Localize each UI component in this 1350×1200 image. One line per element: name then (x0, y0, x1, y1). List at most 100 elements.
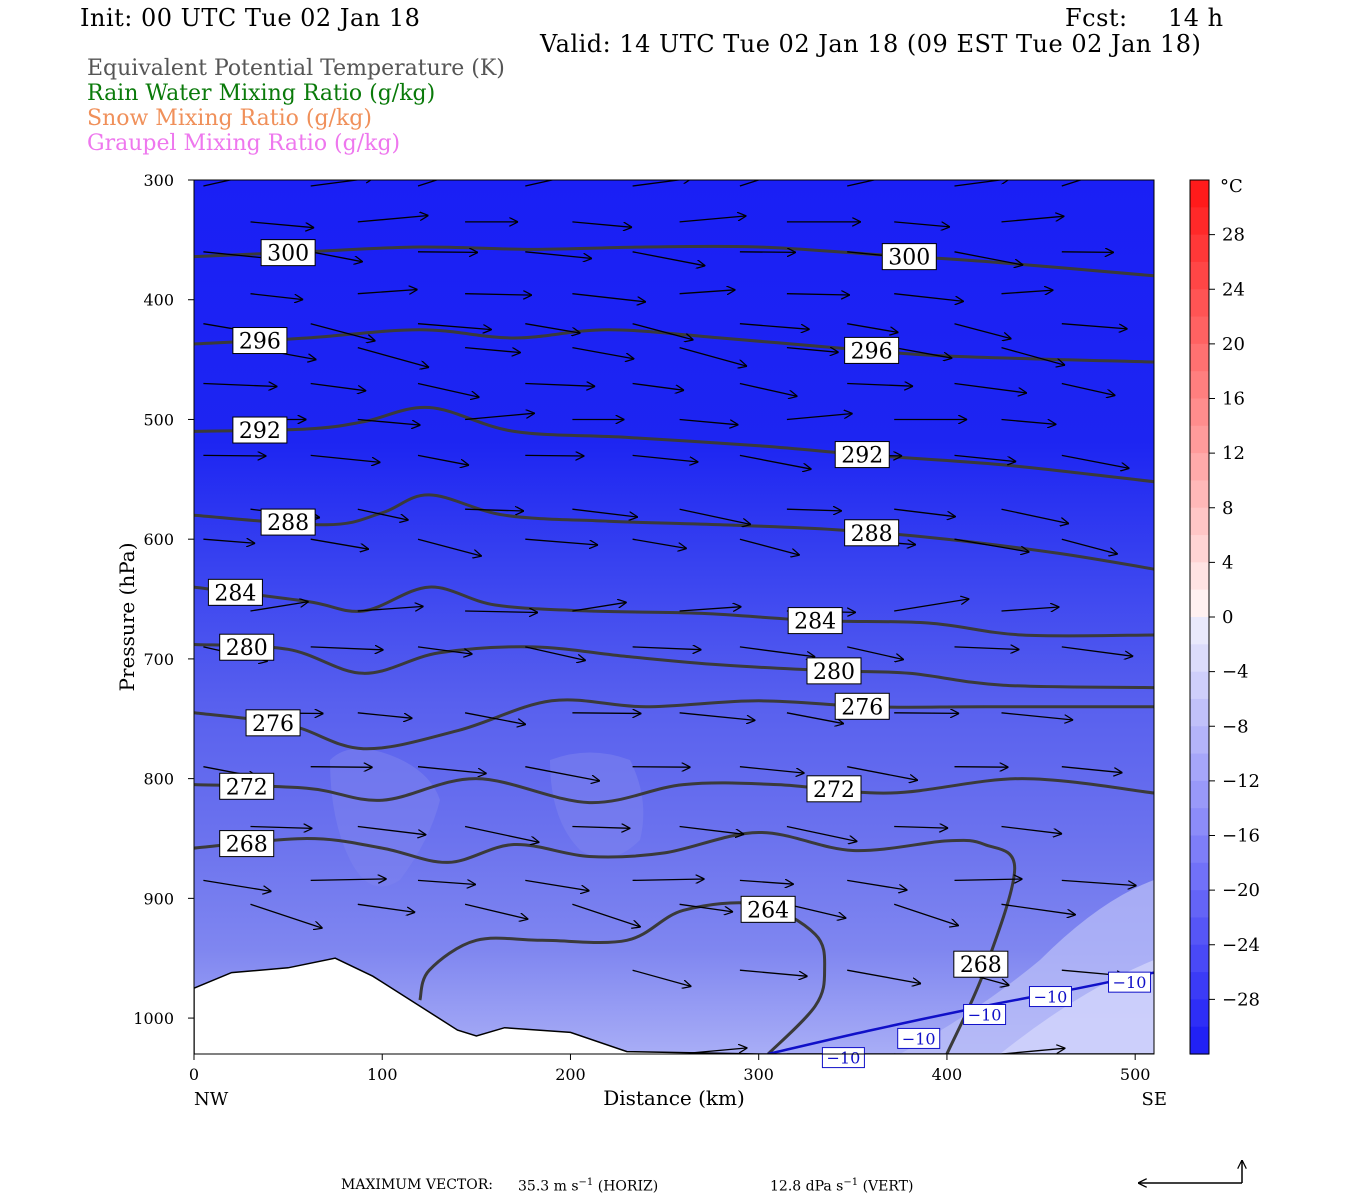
wind-vector (739, 454, 812, 469)
wind-vector (572, 713, 641, 714)
theta-e-label-text: 284 (214, 581, 256, 606)
wind-vector (894, 599, 969, 612)
max-vector-horizontal-tag: (HORIZ) (597, 1178, 659, 1195)
theta-e-label-268: 268 (219, 830, 275, 858)
wind-vector (679, 346, 748, 367)
temperature-label: −10 (897, 1027, 941, 1049)
theta-e-label-292: 292 (232, 416, 288, 444)
wind-vector (357, 216, 429, 223)
colorbar-tick-label: 0 (1222, 607, 1233, 628)
wind-vector (250, 293, 304, 300)
colorbar-segment (1190, 808, 1209, 837)
theta-e-label-box (219, 633, 275, 661)
wind-vector (1061, 323, 1128, 329)
wind-vector (739, 382, 798, 397)
theta-e-label-text: 292 (841, 444, 883, 469)
theta-e-label-box (260, 508, 316, 536)
wind-vector (310, 454, 381, 462)
temperature-label-text: −10 (902, 1029, 936, 1048)
theta-e-label-280: 280 (806, 657, 862, 685)
wind-vector (465, 509, 524, 511)
wind-vector (1001, 903, 1076, 915)
theta-e-label-text: 288 (851, 522, 893, 547)
wind-vector (525, 251, 592, 259)
wind-vector (310, 323, 376, 341)
y-axis: 300 400 500 600 700 800 900 1000 (133, 171, 194, 1028)
theta-e-label-box (219, 830, 275, 858)
wind-vector (572, 827, 630, 829)
colorbar-segment (1190, 398, 1209, 427)
theta-e-line-284 (194, 585, 1154, 638)
x-tick-label: 200 (555, 1065, 586, 1084)
colorbar-tick-label: −24 (1222, 935, 1260, 956)
wind-vector (572, 508, 638, 517)
wind-vector (847, 323, 898, 333)
x-axis: 0 100 200 300 400 500 (189, 1054, 1150, 1084)
colorbar-segment (1190, 944, 1209, 973)
colorbar-tick-label: 4 (1222, 552, 1233, 573)
max-vector-vertical-exponent: −1 (843, 1177, 859, 1188)
temperature-label: −10 (963, 1003, 1007, 1025)
theta-e-label-284: 284 (207, 578, 263, 606)
temperature-label-text: −10 (827, 1049, 861, 1068)
wind-vector (954, 538, 1030, 552)
wind-vector (465, 294, 532, 295)
wind-vector (1061, 646, 1133, 656)
wind-vector (357, 290, 418, 294)
theta-e-label-box (834, 441, 890, 469)
wind-vector (847, 879, 907, 890)
wind-vector (310, 647, 384, 650)
y-tick-label: 800 (143, 770, 174, 789)
temperature-label-box (821, 1047, 865, 1069)
wind-vector (679, 290, 736, 294)
wind-vector (739, 180, 761, 187)
theta-e-line-280 (194, 643, 1154, 690)
wind-vector (894, 713, 959, 714)
wind-vector (954, 879, 1023, 880)
wind-vector (203, 384, 277, 387)
wind-vector (894, 293, 964, 302)
theta-e-label-box (806, 657, 862, 685)
y-axis-label: Pressure (hPa) (115, 543, 139, 692)
theta-e-label-272: 272 (219, 772, 275, 800)
theta-e-label-280: 280 (219, 633, 275, 661)
wind-vector (357, 418, 421, 426)
reference-vector (1138, 1160, 1242, 1183)
wind-vector (357, 903, 415, 912)
wind-vector (417, 323, 492, 330)
y-tick-label: 600 (143, 530, 174, 549)
colorbar-tick-label: 24 (1222, 279, 1245, 300)
max-vector-vertical: 12.8 dPa s−1 (VERT) (770, 1178, 913, 1194)
theta-e-label-272: 272 (806, 775, 862, 803)
theta-e-line-264 (418, 901, 827, 1054)
x-tick-label: 400 (932, 1065, 963, 1084)
colorbar-segment (1190, 261, 1209, 290)
wind-vector (739, 646, 815, 657)
theta-e-line-292 (194, 405, 1154, 484)
max-vector-label: MAXIMUM VECTOR: (341, 1177, 493, 1193)
wind-vector (1001, 508, 1070, 523)
theta-e-label-box (834, 692, 890, 720)
wind-vector (954, 323, 1012, 339)
wind-vector (739, 880, 794, 884)
theta-e-line-300 (194, 244, 1154, 278)
colorbar-segment (1190, 753, 1209, 782)
max-vector-horizontal-exponent: −1 (578, 1177, 594, 1188)
colorbar-unit: °C (1220, 176, 1243, 197)
max-vector-horizontal-value: 35.3 m s (518, 1178, 579, 1195)
wind-vector (786, 346, 839, 353)
wind-vector (525, 879, 589, 890)
wind-vector (786, 294, 850, 295)
wind-vector (679, 508, 751, 524)
wind-vector (572, 293, 646, 302)
wind-vector (1061, 454, 1130, 468)
colorbar-segment (1190, 644, 1209, 673)
colorbar-segment (1190, 535, 1209, 563)
wind-vector (1001, 712, 1074, 720)
wind-vector (203, 879, 271, 891)
colorbar-segment (1190, 234, 1209, 263)
wind-vector (894, 827, 948, 829)
plot-area: 300 300 296 296 292 292 288 288 284 284 280 280 276 2… (193, 179, 1155, 1069)
colorbar-tick-label: −4 (1222, 662, 1249, 683)
colorbar-tick-label: 20 (1222, 334, 1245, 355)
